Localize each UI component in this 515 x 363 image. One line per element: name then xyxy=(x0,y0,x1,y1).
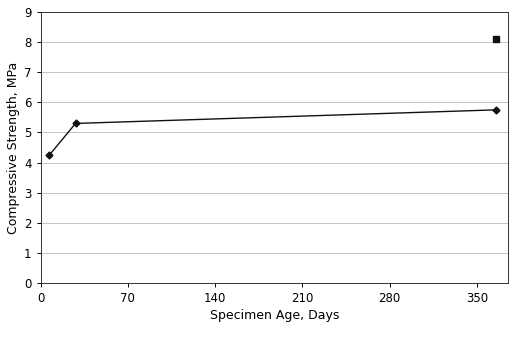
Y-axis label: Compressive Strength, MPa: Compressive Strength, MPa xyxy=(7,61,20,234)
X-axis label: Specimen Age, Days: Specimen Age, Days xyxy=(210,309,339,322)
